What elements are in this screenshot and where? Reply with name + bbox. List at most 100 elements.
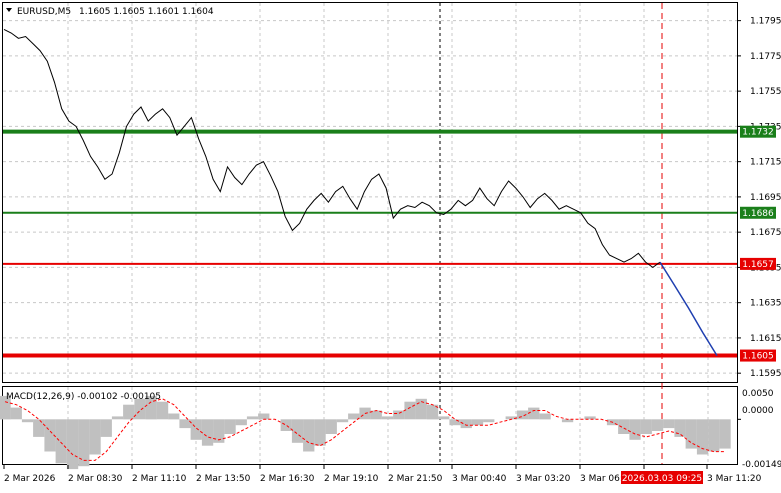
marker-time-label: 2026.03.03 09:25 bbox=[622, 474, 702, 484]
ohlc-values: 1.1605 1.1605 1.1601 1.1604 bbox=[79, 7, 214, 17]
macd-bar bbox=[449, 419, 461, 426]
level-tag bbox=[740, 349, 776, 362]
macd-signal-line bbox=[4, 398, 725, 461]
macd-bar bbox=[348, 413, 360, 420]
macd-bar bbox=[460, 419, 472, 429]
macd-bar bbox=[685, 419, 697, 449]
time-tick-label: 3 Mar 06:00 bbox=[580, 474, 635, 484]
macd-plot bbox=[0, 395, 731, 470]
macd-bar bbox=[291, 419, 304, 443]
axes: 2 Mar 2026 2 Mar 08:30 2 Mar 11:10 2 Mar 13… bbox=[3, 17, 781, 484]
macd-bar bbox=[651, 419, 664, 431]
forecast-line bbox=[659, 261, 718, 356]
macd-bar bbox=[258, 413, 270, 420]
chevron-down-icon[interactable] bbox=[6, 8, 12, 12]
macd-bar bbox=[134, 398, 146, 420]
macd-bar bbox=[213, 419, 225, 443]
macd-bar bbox=[426, 404, 439, 420]
level-tag-label: 1.1732 bbox=[742, 128, 774, 138]
time-tick-label: 3 Mar 11:20 bbox=[707, 474, 762, 484]
price-tick-label: 1.1595 bbox=[750, 369, 781, 379]
macd-bar bbox=[584, 416, 596, 420]
macd-bar bbox=[471, 419, 484, 426]
macd-bar bbox=[100, 419, 112, 437]
macd-bar bbox=[224, 419, 236, 434]
macd-bar bbox=[246, 416, 259, 420]
macd-bar bbox=[696, 419, 709, 455]
macd-bar bbox=[561, 419, 574, 423]
time-tick-label: 2 Mar 19:10 bbox=[324, 474, 379, 484]
macd-bar bbox=[314, 419, 326, 446]
level-tag-label: 1.1657 bbox=[742, 260, 774, 270]
macd-bar bbox=[663, 419, 675, 429]
macd-bar bbox=[55, 419, 67, 464]
macd-bar bbox=[539, 413, 551, 420]
macd-bar bbox=[280, 419, 292, 431]
price-plot bbox=[3, 28, 718, 356]
macd-bar bbox=[10, 407, 22, 420]
macd-bar bbox=[516, 410, 529, 420]
level-tag bbox=[740, 257, 776, 270]
macd-bar bbox=[0, 395, 11, 420]
price-tick-label: 1.1755 bbox=[750, 87, 781, 97]
symbol-label: EURUSD,M5 bbox=[17, 7, 71, 17]
price-tick-label: 1.1795 bbox=[750, 17, 781, 27]
macd-bar bbox=[336, 419, 349, 423]
macd-tick-top: 0.0050 bbox=[742, 389, 774, 399]
macd-bar bbox=[179, 419, 191, 429]
macd-bar bbox=[393, 410, 405, 420]
level-tag bbox=[740, 206, 776, 219]
time-tick-label: 2 Mar 21:50 bbox=[388, 474, 443, 484]
macd-tick-zero: 0.0000 bbox=[742, 406, 774, 416]
macd-bar bbox=[370, 410, 382, 420]
time-tick-label: 2 Mar 16:30 bbox=[260, 474, 315, 484]
time-tick-label: 2 Mar 08:30 bbox=[68, 474, 123, 484]
macd-bar bbox=[201, 419, 214, 446]
macd-label: MACD(12,26,9) -0.00102 -0.00105 bbox=[6, 392, 161, 402]
time-tick-label: 2 Mar 11:10 bbox=[132, 474, 187, 484]
time-tick-label: 3 Mar 03:20 bbox=[516, 474, 571, 484]
macd-bar bbox=[381, 416, 394, 420]
macd-bar bbox=[528, 407, 540, 420]
level-tag-label: 1.1605 bbox=[742, 352, 774, 362]
macd-bar bbox=[190, 419, 202, 440]
macd-bar bbox=[168, 413, 180, 420]
price-panel-frame bbox=[2, 2, 738, 383]
marker-time-tag bbox=[621, 471, 703, 484]
time-tick-label: 2 Mar 2026 bbox=[4, 474, 56, 484]
macd-bar bbox=[145, 395, 157, 420]
macd-bar bbox=[235, 419, 247, 426]
time-tick-label: 2 Mar 13:50 bbox=[196, 474, 251, 484]
macd-bar bbox=[156, 401, 169, 420]
price-tick-label: 1.1615 bbox=[750, 334, 781, 344]
macd-bar bbox=[89, 419, 101, 455]
level-tag bbox=[740, 125, 776, 138]
price-tick-label: 1.1715 bbox=[750, 158, 781, 168]
macd-bar bbox=[111, 416, 124, 420]
macd-bar bbox=[415, 398, 427, 420]
macd-bar bbox=[674, 419, 686, 437]
macd-bar bbox=[123, 404, 135, 420]
macd-bar bbox=[325, 419, 337, 434]
grid-lines bbox=[3, 3, 737, 464]
macd-bar bbox=[505, 416, 517, 420]
macd-bar bbox=[66, 419, 79, 470]
macd-bar bbox=[44, 419, 56, 452]
macd-bar bbox=[483, 419, 495, 423]
macd-bar bbox=[719, 419, 731, 449]
macd-bar bbox=[438, 416, 450, 420]
symbol-header: EURUSD,M5 1.1605 1.1605 1.1601 1.1604 bbox=[6, 7, 214, 17]
price-tick-label: 1.1775 bbox=[750, 52, 781, 62]
macd-bar bbox=[708, 419, 720, 452]
price-tick-label: 1.1695 bbox=[750, 193, 781, 203]
macd-bar bbox=[303, 419, 315, 452]
price-tick-label: 1.1675 bbox=[750, 228, 781, 238]
macd-bar bbox=[404, 401, 416, 420]
macd-tick-bottom: -0.00149 bbox=[742, 460, 781, 470]
macd-bar bbox=[629, 419, 641, 440]
macd-bar bbox=[78, 419, 90, 467]
macd-bar bbox=[33, 419, 45, 437]
price-line bbox=[3, 28, 661, 269]
